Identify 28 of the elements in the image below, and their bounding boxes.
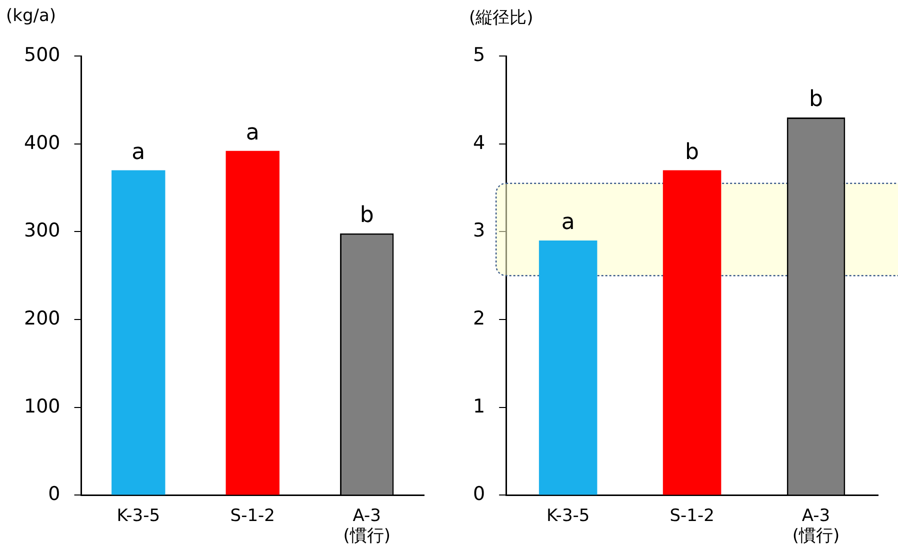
- x-tick-label: S-1-2: [670, 506, 714, 526]
- annotation: a: [246, 120, 260, 146]
- y-axis-title: (縦径比): [469, 7, 534, 29]
- x-tick-label: A-3 (慣行): [792, 506, 840, 546]
- y-tick-label: 0: [48, 483, 60, 506]
- y-tick-label: 200: [24, 307, 60, 330]
- y-tick-label: 400: [24, 132, 60, 154]
- y-tick-label: 500: [24, 44, 60, 66]
- y-tick-label: 0: [472, 483, 486, 506]
- annotation: a: [132, 140, 146, 165]
- y-axis-title: (kg/a): [6, 6, 56, 26]
- y-tick-label: 100: [24, 395, 60, 418]
- y-tick-label: 2: [472, 307, 486, 330]
- annotation: b: [809, 87, 823, 112]
- x-tick-label: A-3 (慣行): [343, 506, 391, 546]
- annotation: b: [685, 140, 700, 165]
- x-tick-label: K-3-5: [116, 506, 160, 526]
- x-tick-label: K-3-5: [546, 506, 590, 526]
- annotation: a: [561, 210, 575, 236]
- y-tick-label: 5: [472, 44, 486, 66]
- y-tick-label: 4: [472, 132, 486, 154]
- annotation: b: [360, 203, 374, 228]
- y-tick-label: 300: [24, 220, 60, 242]
- bar: [662, 170, 722, 495]
- y-tick-label: 1: [472, 395, 486, 418]
- y-tick-label: 3: [472, 220, 486, 242]
- x-tick-label: S-1-2: [230, 506, 275, 526]
- bar: [538, 240, 598, 495]
